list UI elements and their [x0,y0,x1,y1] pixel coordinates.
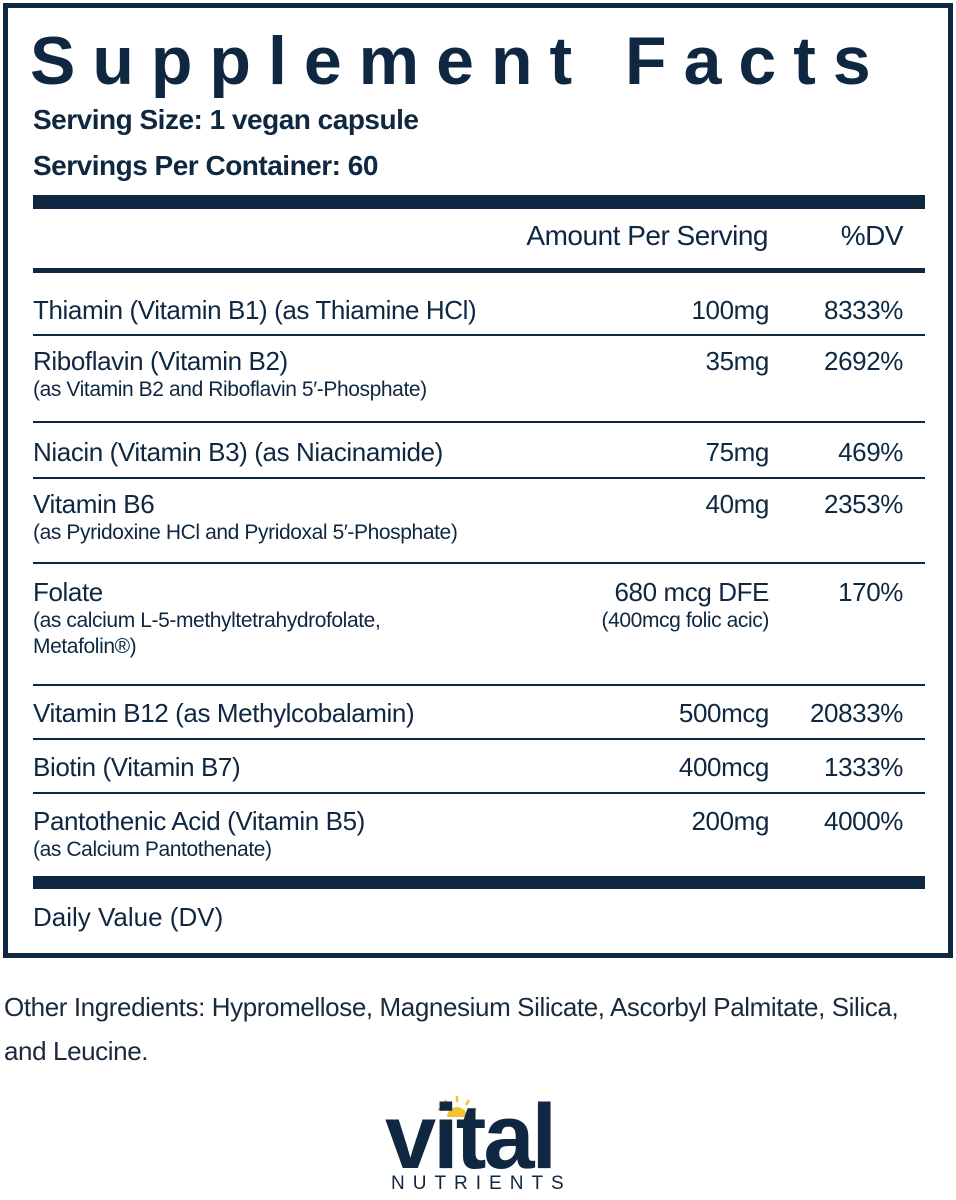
nutrient-amount: 100mg [691,295,770,325]
nutrient-amount: 75mg [705,437,770,467]
daily-value-footnote: Daily Value (DV) [33,902,224,932]
row-divider [33,477,925,479]
thick-divider [33,876,925,889]
nutrient-dv: 8333% [824,295,903,325]
sun-icon [437,1096,477,1117]
amount-header: Amount Per Serving [526,220,768,251]
nutrient-amount-note: (400mcg folic acic) [601,609,770,632]
row-divider [33,792,925,794]
nutrient-source: (as calcium L-5-methyltetrahydrofolate, [33,609,381,632]
nutrient-amount: 40mg [705,489,770,519]
serving-size: Serving Size: 1 vegan capsule [33,104,419,135]
nutrient-name: Riboflavin (Vitamin B2) [33,346,288,376]
nutrient-amount: 400mcg [678,752,770,782]
header-divider [33,268,925,273]
nutrient-name: Niacin (Vitamin B3) (as Niacinamide) [33,437,443,467]
nutrient-source: (as Pyridoxine HCl and Pyridoxal 5′-Phos… [33,521,458,544]
row-divider [33,334,925,336]
nutrient-amount: 35mg [705,346,770,376]
nutrient-name: Vitamin B12 (as Methylcobalamin) [33,698,415,728]
nutrient-amount: 200mg [691,806,770,836]
thick-divider [33,195,925,209]
brand-logo: vital NUTRIENTS [385,1091,585,1200]
nutrient-amount: 680 mcg DFE [614,577,769,607]
servings-per-container: Servings Per Container: 60 [33,150,378,181]
row-divider [33,562,925,564]
other-ingredients: Other Ingredients: Hypromellose, Magnesi… [4,992,899,1066]
logo-tagline: NUTRIENTS [391,1173,572,1194]
row-divider [33,684,925,686]
nutrient-name: Pantothenic Acid (Vitamin B5) [33,806,365,836]
nutrient-amount: 500mcg [678,698,770,728]
nutrient-dv: 469% [838,437,903,467]
nutrient-dv: 170% [838,577,903,607]
nutrient-dv: 20833% [809,698,903,728]
nutrient-dv: 2692% [824,346,903,376]
nutrient-dv: 4000% [824,806,903,836]
row-divider [33,421,925,423]
row-divider [33,738,925,740]
nutrient-name: Biotin (Vitamin B7) [33,752,241,782]
nutrient-source: (as Calcium Pantothenate) [33,838,272,861]
nutrient-name: Vitamin B6 [33,489,155,519]
dv-header: %DV [840,220,904,251]
logo-wordmark: vital [385,1086,557,1188]
nutrient-dv: 1333% [824,752,903,782]
nutrient-source-cont: Metafolin®) [33,635,137,658]
nutrient-name: Folate [33,577,103,607]
supplement-facts-panel [3,3,953,958]
panel-title: Supplement Facts [30,23,888,99]
nutrient-dv: 2353% [824,489,903,519]
nutrient-source: (as Vitamin B2 and Riboflavin 5′-Phospha… [33,378,427,401]
nutrient-name: Thiamin (Vitamin B1) (as Thiamine HCl) [33,295,477,325]
